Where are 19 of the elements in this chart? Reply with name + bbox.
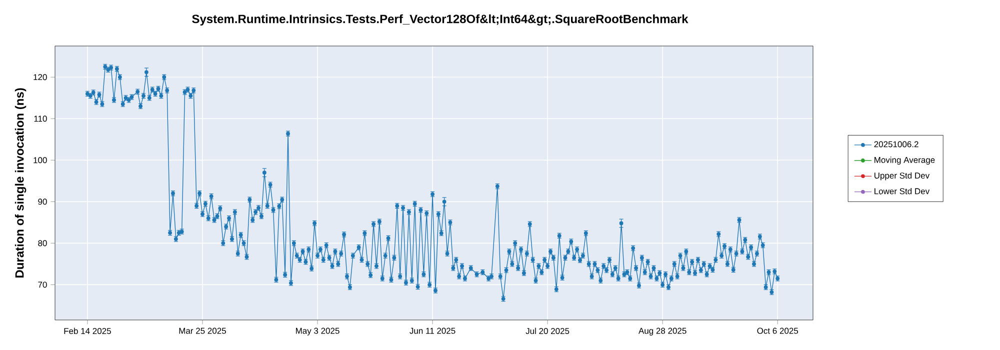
x-tick-label: Aug 28 2025: [638, 328, 686, 336]
legend-label: Upper Std Dev: [874, 172, 930, 180]
y-tick-label: 110: [34, 116, 47, 122]
y-tick-label: 90: [38, 198, 47, 205]
x-tick-label: Mar 25 2025: [179, 328, 226, 334]
x-tick-label: May 3 2025: [296, 328, 340, 336]
y-tick-label: 80: [38, 240, 47, 246]
legend-label: Lower Std Dev: [874, 188, 930, 194]
y-axis-title: Duration of single invocation (ns): [14, 88, 26, 278]
legend-label: Moving Average: [874, 156, 935, 165]
y-tick-label: 100: [34, 157, 47, 164]
y-tick-label: 70: [38, 282, 47, 288]
x-tick-label: Feb 14 2025: [64, 328, 111, 334]
x-tick-label: Jul 20 2025: [526, 328, 570, 334]
x-tick-label: Oct 6 2025: [757, 328, 798, 334]
x-tick-label: Jun 11 2025: [410, 328, 456, 334]
legend-label: 20251006.2: [874, 141, 918, 148]
chart-title: System.Runtime.Intrinsics.Tests.Perf_Vector128Of&lt;Int64&gt;.SquareRootBenchmark: [192, 14, 688, 26]
y-tick-label: 120: [34, 74, 47, 80]
